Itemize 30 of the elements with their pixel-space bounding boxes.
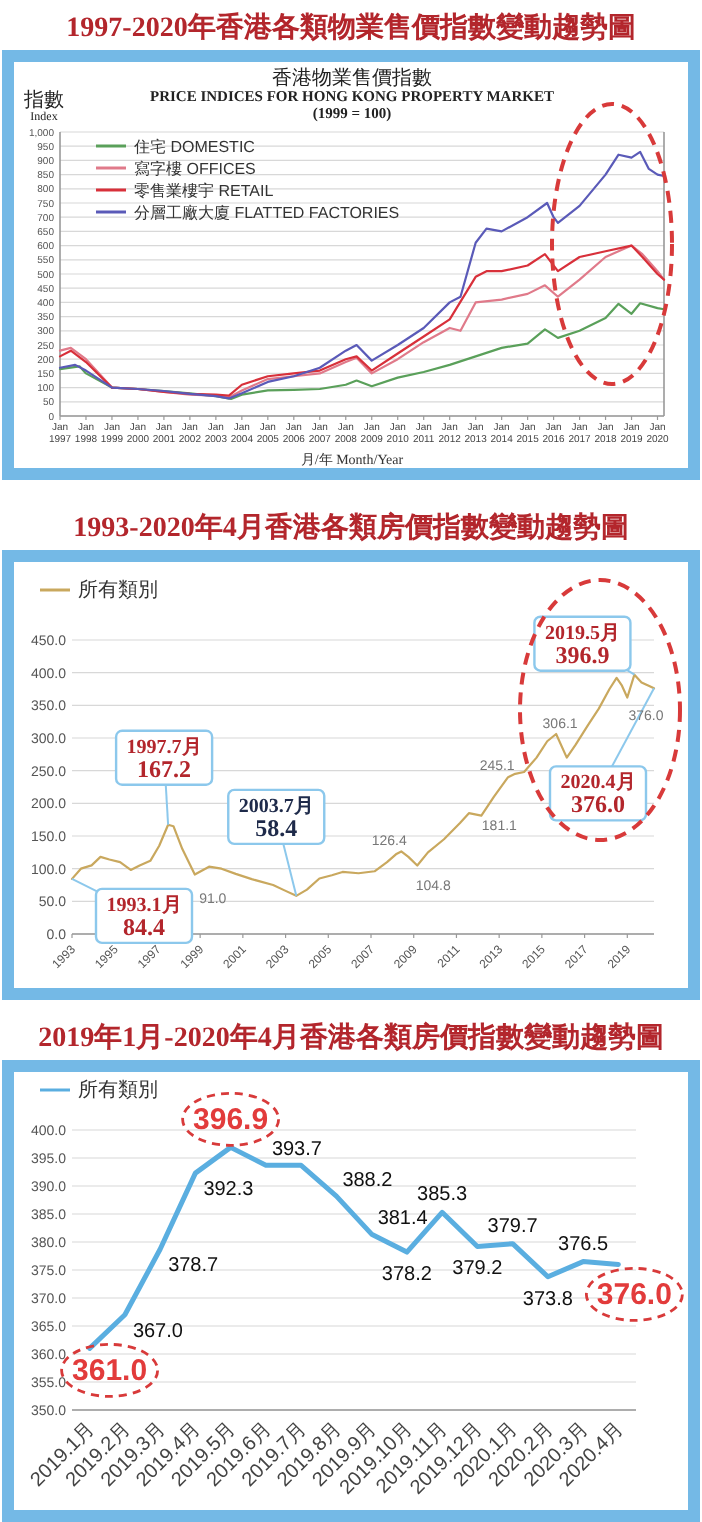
annotation: 396.9 (193, 1103, 269, 1138)
data-label: 393.7 (271, 1139, 323, 1162)
annotation: 2020.4月 376.0 (560, 772, 636, 819)
data-label: 378.2 (381, 1264, 433, 1287)
data-label: 373.8 (522, 1288, 574, 1311)
annotation: 361.0 (72, 1354, 148, 1389)
data-label: 388.2 (342, 1170, 394, 1193)
annotation: 1997.7月 167.2 (126, 736, 202, 783)
legend-label: 所有類別 (78, 1078, 158, 1102)
data-label: 378.7 (168, 1255, 220, 1278)
data-label: 367.0 (132, 1320, 184, 1343)
legend-label: 零售業樓宇 RETAIL (134, 182, 275, 200)
chart-title: 1993-2020年4月香港各類房價指數變動趨勢圖 (73, 510, 629, 544)
chart-title: 1997-2020年香港各類物業售價指數變動趨勢圖 (66, 10, 636, 44)
legend-label: 寫字樓 OFFICES (134, 160, 256, 178)
legend-label: 分層工廠大廈 FLATTED FACTORIES (134, 204, 400, 222)
data-label: 381.4 (377, 1208, 429, 1231)
data-label: 379.2 (452, 1258, 504, 1281)
data-label: 379.7 (487, 1215, 539, 1238)
legend-label: 住宅 DOMESTIC (134, 138, 256, 156)
chart-title: 2019年1月-2020年4月香港各類房價指數變動趨勢圖 (38, 1020, 664, 1054)
data-label: 392.3 (203, 1179, 255, 1202)
data-label: 385.3 (417, 1184, 469, 1207)
line-series (58, 150, 666, 400)
annotation: 1993.1月 84.4 (106, 894, 182, 941)
annotation: 2003.7月 58.4 (238, 795, 314, 842)
legend-label: 所有類別 (78, 578, 158, 602)
annotation: 376.0 (596, 1278, 672, 1313)
data-label: 376.5 (558, 1233, 610, 1256)
annotation: 2019.5月 396.9 (544, 622, 620, 669)
